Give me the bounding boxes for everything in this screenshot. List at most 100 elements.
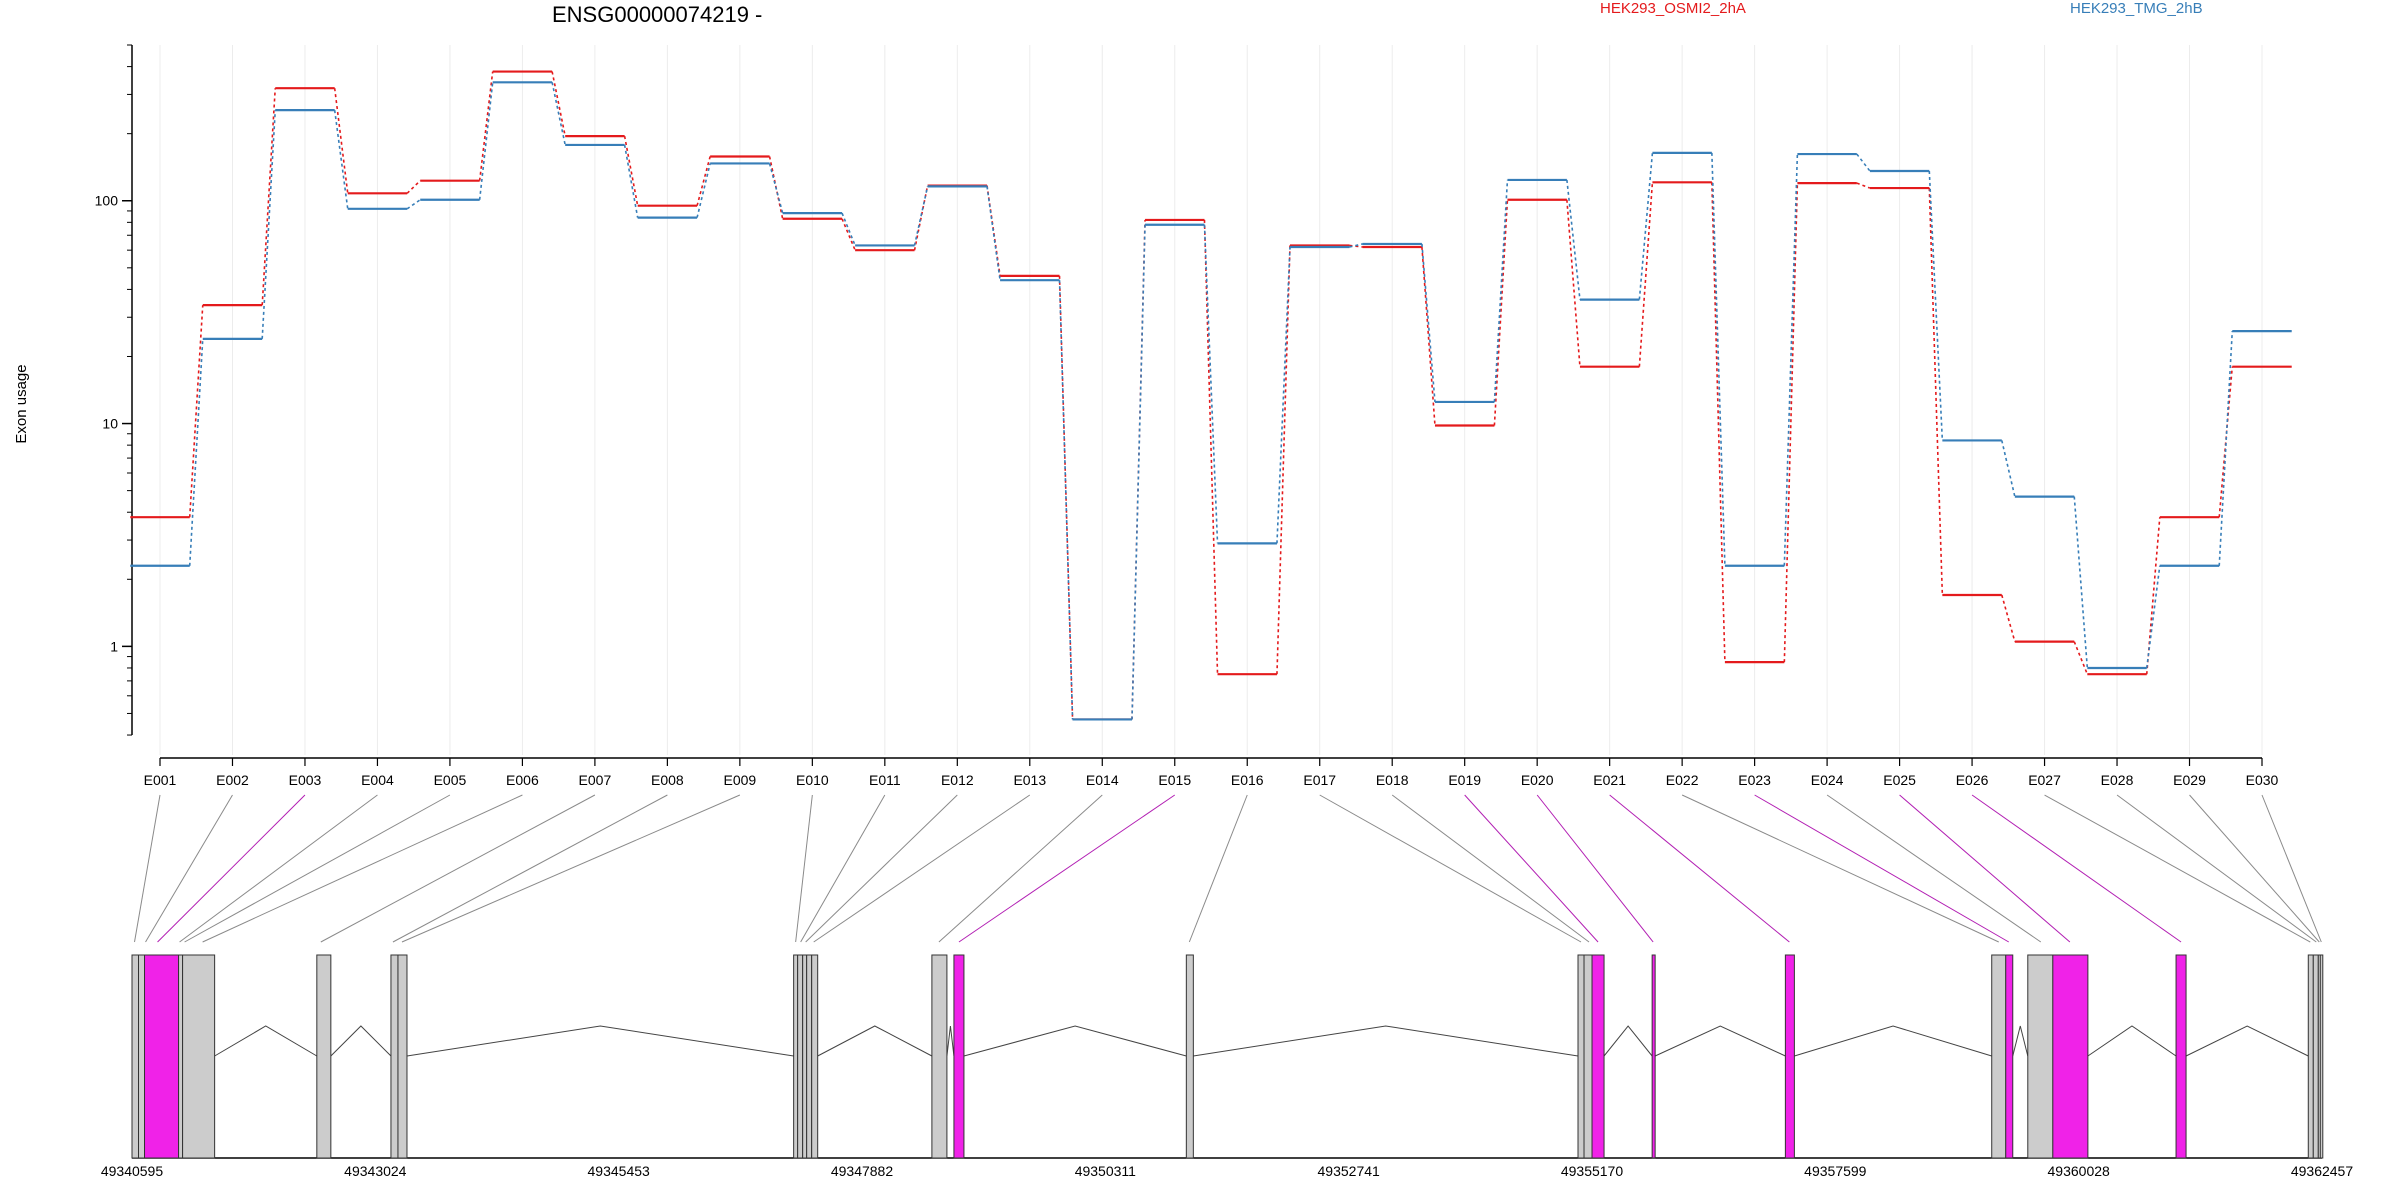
exon-box-E003 bbox=[144, 954, 180, 1159]
connector-E021 bbox=[1609, 794, 1790, 943]
genomic-coordinate-label: 49340595 bbox=[101, 1163, 164, 1179]
x-tick-label-E027: E027 bbox=[2028, 772, 2061, 788]
exon-box-E011 bbox=[802, 954, 808, 1159]
exon-box-E010 bbox=[797, 954, 804, 1159]
x-tick-label-E015: E015 bbox=[1158, 772, 1191, 788]
series-0-connector bbox=[1276, 245, 1291, 675]
series-0-connector bbox=[1783, 183, 1799, 663]
series-1-connector bbox=[261, 110, 277, 339]
genomic-coordinate-label: 49362457 bbox=[2291, 1163, 2354, 1179]
connector-E022 bbox=[1681, 794, 1999, 943]
connector-E020 bbox=[1536, 794, 1654, 943]
connector-E008 bbox=[392, 794, 668, 943]
x-tick-label-E019: E019 bbox=[1448, 772, 1481, 788]
x-tick-label-E023: E023 bbox=[1738, 772, 1771, 788]
series-1-connector bbox=[1566, 179, 1581, 300]
x-tick-label-E025: E025 bbox=[1883, 772, 1916, 788]
series-1-connector bbox=[2001, 440, 2016, 497]
exon-box-E015 bbox=[953, 954, 965, 1159]
series-0-connector bbox=[1058, 275, 1074, 720]
x-tick-label-E016: E016 bbox=[1231, 772, 1264, 788]
genomic-coordinate-label: 49347882 bbox=[831, 1163, 894, 1179]
series-1-connector bbox=[1783, 154, 1799, 566]
x-tick-label-E021: E021 bbox=[1593, 772, 1626, 788]
exon-box-E002 bbox=[138, 954, 146, 1159]
connector-E027 bbox=[2044, 794, 2311, 943]
connector-E005 bbox=[184, 794, 451, 943]
intron-line bbox=[1193, 1025, 1579, 1057]
x-tick-label-E012: E012 bbox=[941, 772, 974, 788]
series-0 bbox=[130, 70, 2292, 721]
exon-box-E024 bbox=[2027, 954, 2054, 1159]
connector-E028 bbox=[2116, 794, 2317, 943]
series-1-connector bbox=[1421, 243, 1436, 403]
series-0-connector bbox=[478, 71, 494, 181]
series-1-connector bbox=[841, 212, 856, 246]
connector-E015 bbox=[958, 794, 1176, 943]
exon-box-E007 bbox=[390, 954, 399, 1159]
x-tick-label-E003: E003 bbox=[289, 772, 322, 788]
series-1-connector bbox=[1711, 152, 1726, 566]
exon-box-E012 bbox=[806, 954, 813, 1159]
intron-line bbox=[817, 1025, 933, 1057]
connector-E010 bbox=[795, 794, 813, 943]
exon-box-E017 bbox=[1577, 954, 1585, 1159]
genomic-coordinate-label: 49355170 bbox=[1561, 1163, 1624, 1179]
series-0-connector bbox=[1203, 219, 1219, 675]
connector-E013 bbox=[813, 794, 1031, 943]
intron-line bbox=[1603, 1025, 1653, 1057]
connector-E023 bbox=[1754, 794, 2010, 943]
series-0-connector bbox=[188, 305, 204, 518]
exon-box-E021 bbox=[1784, 954, 1795, 1159]
intron-line bbox=[2012, 1025, 2029, 1057]
x-tick-label-E008: E008 bbox=[651, 772, 684, 788]
intron-line bbox=[2087, 1025, 2177, 1057]
y-tick-label: 1 bbox=[110, 638, 118, 654]
intron-line bbox=[963, 1025, 1187, 1057]
connector-E001 bbox=[134, 794, 161, 943]
series-1-connector bbox=[986, 186, 1001, 281]
series-1-connector bbox=[406, 199, 421, 210]
legend-entry-osmi2: HEK293_OSMI2_2hA bbox=[1600, 0, 1746, 17]
x-tick-label-E009: E009 bbox=[724, 772, 757, 788]
x-tick-label-E002: E002 bbox=[216, 772, 249, 788]
exon-box-E014 bbox=[931, 954, 948, 1159]
connector-E007 bbox=[320, 794, 596, 943]
connector-E026 bbox=[1971, 794, 2182, 943]
genomic-coordinate-label: 49345453 bbox=[588, 1163, 651, 1179]
series-0-connector bbox=[551, 71, 566, 137]
series-0-connector bbox=[1711, 182, 1726, 663]
series-1-connector bbox=[2073, 496, 2089, 669]
x-tick-label-E030: E030 bbox=[2246, 772, 2279, 788]
x-tick-label-E005: E005 bbox=[434, 772, 467, 788]
series-1-connector bbox=[1058, 280, 1074, 720]
series-0-connector bbox=[913, 185, 929, 251]
exon-box-E019 bbox=[1591, 954, 1605, 1159]
intron-line bbox=[1654, 1025, 1786, 1057]
connector-E011 bbox=[800, 794, 886, 943]
series-0-connector bbox=[1928, 188, 1944, 596]
x-tick-label-E014: E014 bbox=[1086, 772, 1119, 788]
connector-E019 bbox=[1464, 794, 1599, 943]
genomic-coordinate-label: 49360028 bbox=[2048, 1163, 2111, 1179]
series-0-connector bbox=[1856, 182, 1871, 189]
x-tick-label-E007: E007 bbox=[579, 772, 612, 788]
x-tick-label-E029: E029 bbox=[2173, 772, 2206, 788]
chart-title: ENSG00000074219 - bbox=[552, 2, 762, 27]
y-axis-label: Exon usage bbox=[13, 364, 30, 443]
exon-connectors bbox=[134, 794, 2322, 943]
exon-box-E026 bbox=[2175, 954, 2187, 1159]
connector-E025 bbox=[1899, 794, 2071, 943]
series-0-connector bbox=[2218, 366, 2234, 518]
exon-box-E028 bbox=[2312, 954, 2319, 1159]
gridlines bbox=[159, 45, 2263, 755]
series-0-connector bbox=[696, 156, 711, 206]
series-1-connector bbox=[768, 163, 784, 214]
exon-box-E016 bbox=[1185, 954, 1194, 1159]
series-lines bbox=[130, 70, 2292, 721]
genomic-coordinate-label: 49343024 bbox=[344, 1163, 407, 1179]
connector-E018 bbox=[1391, 794, 1590, 943]
series-1-connector bbox=[1349, 243, 1363, 248]
connector-E014 bbox=[938, 794, 1103, 943]
